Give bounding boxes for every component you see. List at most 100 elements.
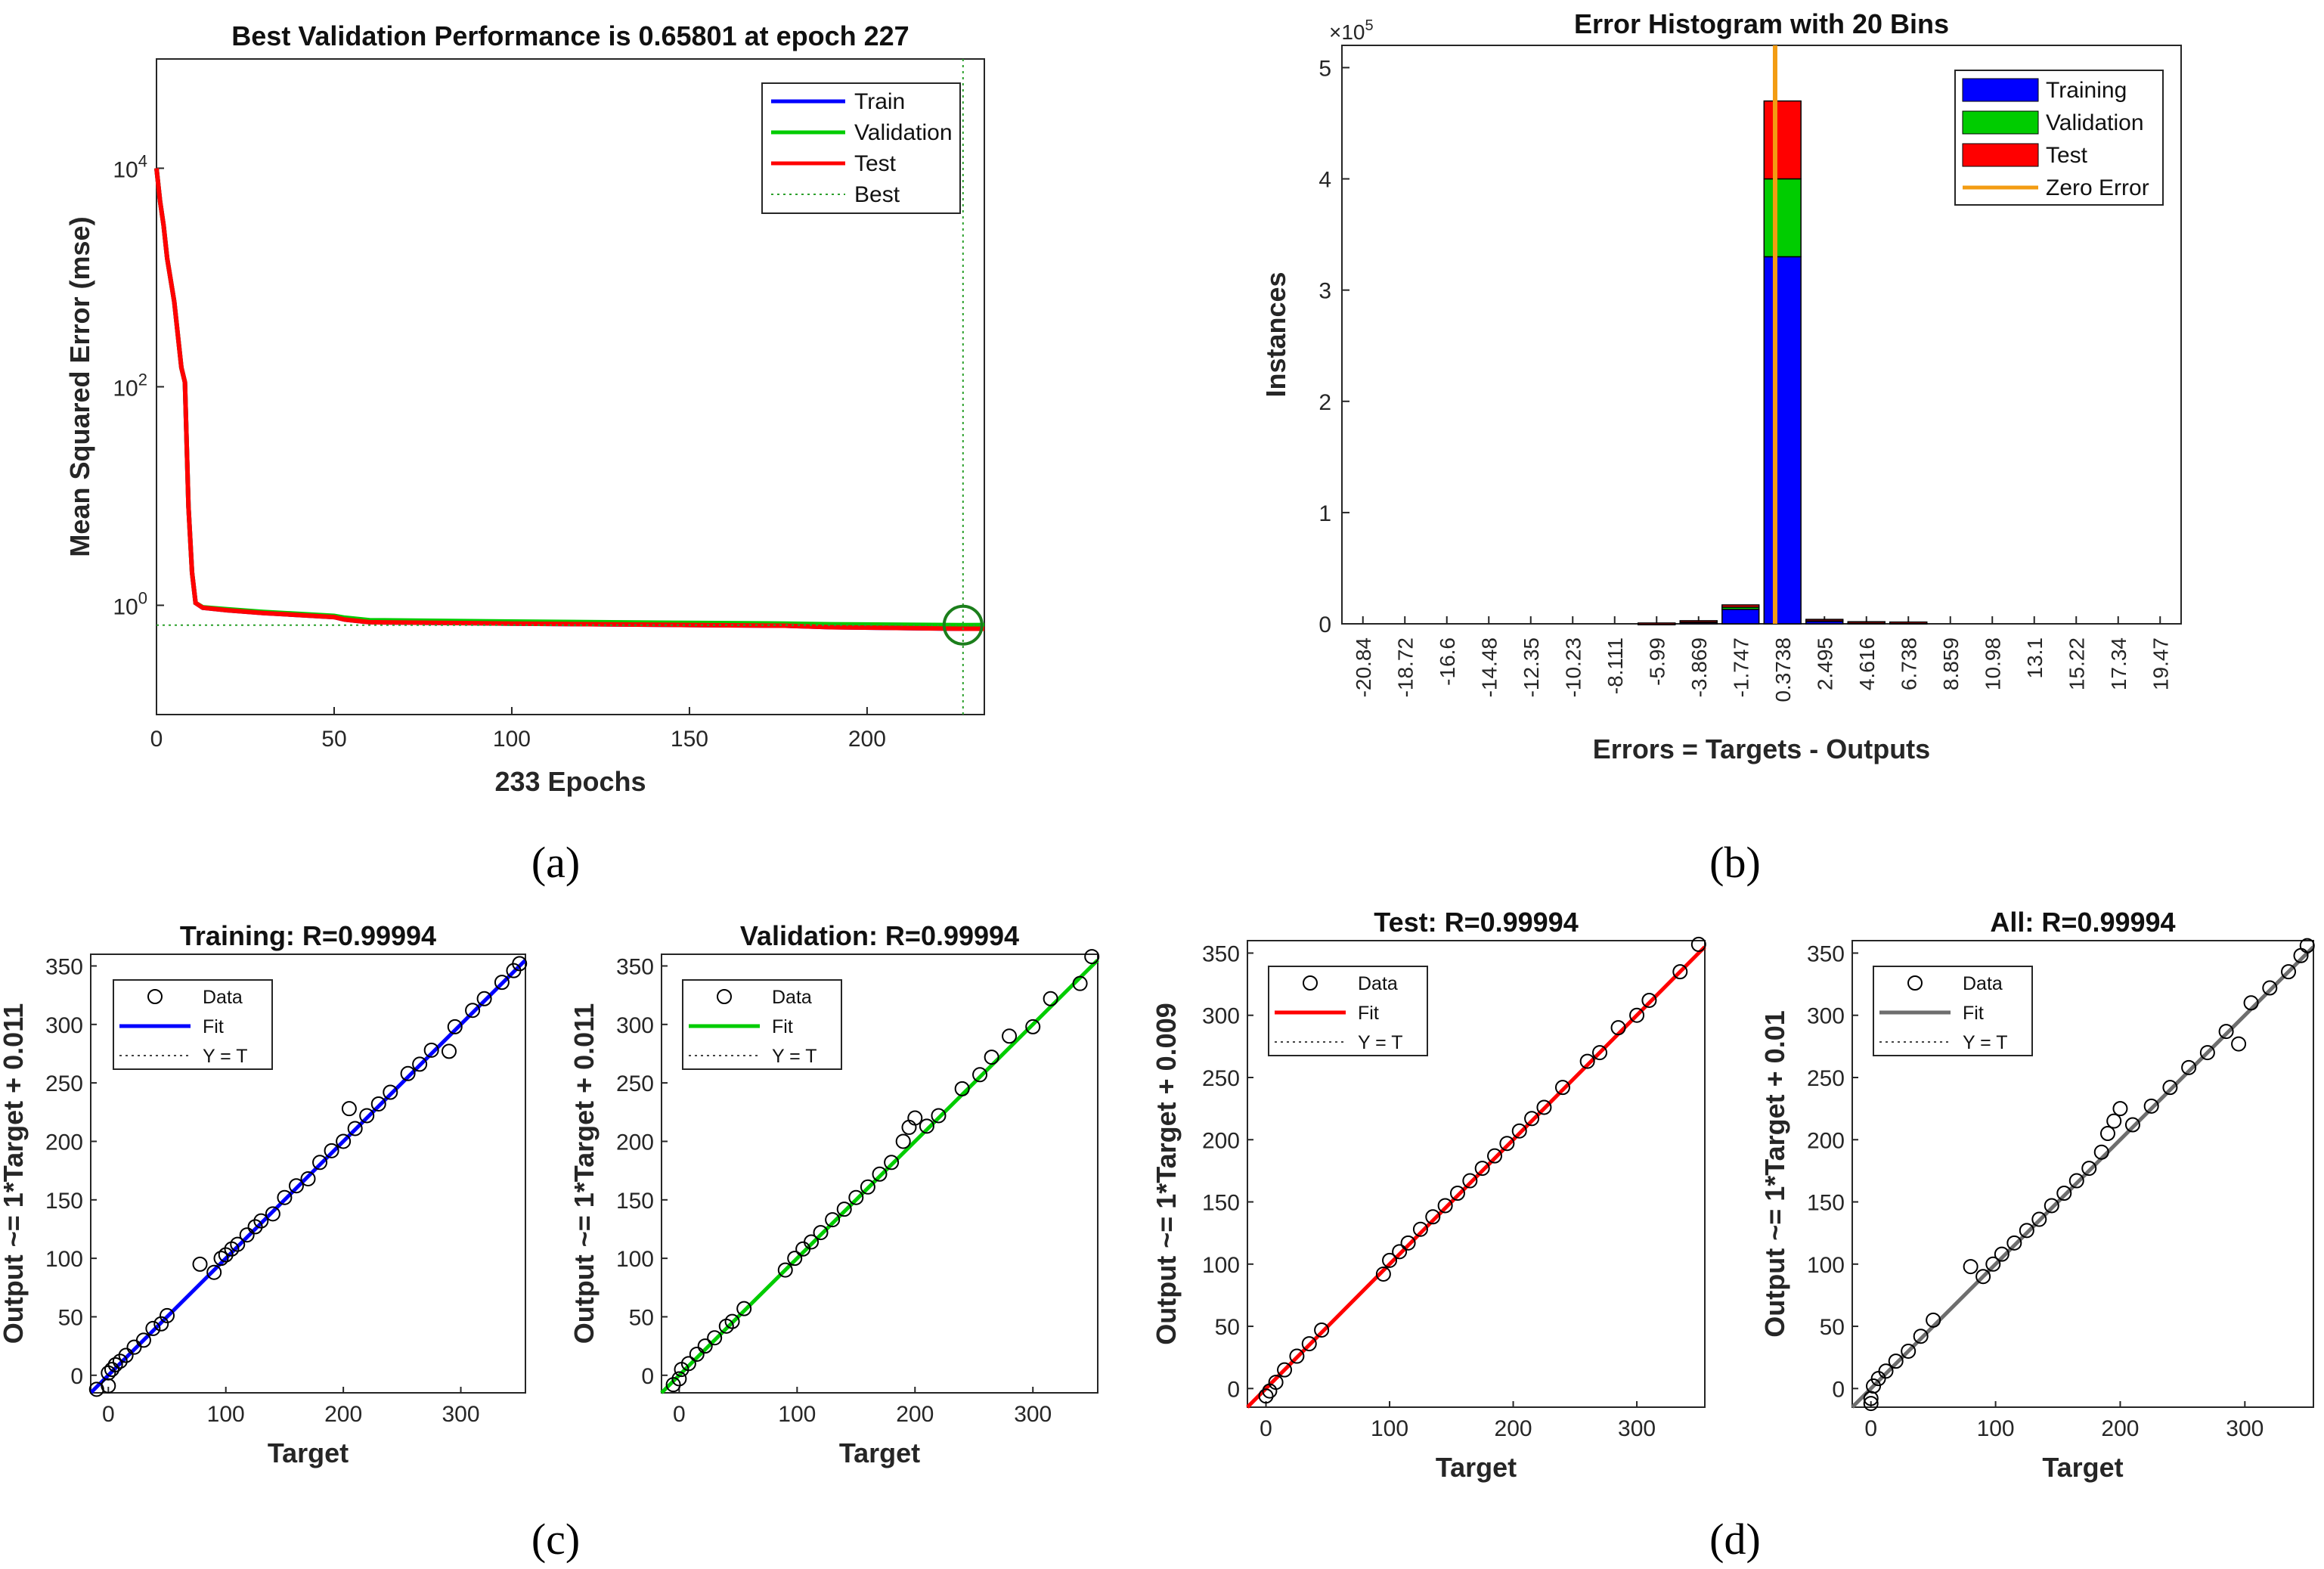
x-tick-label: 300	[2226, 1416, 2264, 1441]
legend-label-test: Test	[854, 151, 897, 176]
data-point	[412, 1056, 428, 1072]
data-point	[697, 1338, 713, 1354]
x-tick-label: 100	[493, 727, 531, 752]
legend-label-y-t: Y = T	[1963, 1032, 2008, 1053]
y-tick-label: 50	[58, 1305, 83, 1330]
y-tick-label: 300	[1807, 1004, 1845, 1029]
data-point	[494, 975, 510, 991]
data-point	[336, 1133, 352, 1149]
data-point	[2056, 1186, 2072, 1202]
legend-label-data: Data	[772, 987, 812, 1008]
data-point	[2112, 1101, 2128, 1117]
data-point	[1499, 1136, 1515, 1152]
data-point	[1926, 1312, 1941, 1328]
y-axis-label: Output ~= 1*Target + 0.011	[569, 1003, 600, 1344]
bar-test	[1889, 621, 1928, 625]
data-point	[836, 1202, 852, 1217]
y-tick-label: 300	[1202, 1004, 1240, 1029]
data-point	[230, 1236, 246, 1252]
data-point	[400, 1065, 416, 1081]
data-point	[2099, 1126, 2115, 1142]
validation-regression-chart: Validation: R=0.99994 0 100 200 300 0 50 100 150…	[569, 920, 1100, 1468]
legend-label-fit: Fit	[203, 1016, 224, 1037]
y-multiplier: ×105	[1329, 17, 1374, 44]
data-point	[213, 1251, 229, 1267]
y-tick-label: 4	[1318, 168, 1331, 193]
x-tick-label: 10.98	[1981, 637, 2004, 690]
x-axis-label: 233 Epochs	[494, 766, 646, 797]
y-tick-label: 50	[1820, 1315, 1845, 1340]
data-point	[919, 1118, 934, 1134]
data-point	[984, 1050, 999, 1065]
data-point	[848, 1189, 864, 1205]
y-tick-label: 300	[45, 1013, 83, 1038]
y-tick-label: 250	[1807, 1066, 1845, 1091]
panel-label-d: (d)	[1709, 1515, 1761, 1564]
data-point	[1866, 1378, 1882, 1394]
legend-label-train: Train	[854, 89, 905, 114]
data-point	[2243, 995, 2259, 1011]
performance-chart: Best Validation Performance is 0.65801 a…	[64, 20, 985, 797]
y-tick-label: 350	[45, 954, 83, 979]
data-point	[247, 1219, 263, 1235]
data-point	[135, 1332, 151, 1348]
data-point	[104, 1362, 119, 1378]
data-point	[1629, 1007, 1645, 1023]
x-tick-label: -10.23	[1561, 637, 1585, 697]
chart-title: All: R=0.99994	[1990, 907, 2175, 938]
legend-swatch-data	[1303, 975, 1318, 991]
legend-label-zero-error: Zero Error	[2046, 175, 2149, 200]
data-point	[707, 1330, 723, 1346]
data-point	[1913, 1329, 1929, 1344]
x-tick-label: 50	[321, 727, 346, 752]
data-point	[118, 1347, 134, 1363]
y-tick-label: 150	[1202, 1191, 1240, 1216]
data-point	[777, 1262, 793, 1278]
y-tick-label: 100	[113, 589, 147, 620]
y-tick-label: 200	[1807, 1128, 1845, 1153]
data-point	[265, 1206, 280, 1222]
data-point	[931, 1108, 947, 1124]
panel-label-b: (b)	[1709, 838, 1761, 887]
data-point	[153, 1316, 169, 1332]
x-tick-label: 6.738	[1897, 637, 1920, 690]
x-tick-label: -12.35	[1520, 637, 1543, 697]
data-point	[1985, 1256, 2001, 1272]
data-point	[347, 1121, 363, 1136]
data-point	[1258, 1388, 1274, 1404]
data-point	[1382, 1252, 1398, 1268]
data-point	[512, 956, 528, 972]
y-tick-label: 150	[1807, 1191, 1845, 1216]
x-tick-label: 200	[896, 1402, 934, 1427]
x-tick-label: 19.47	[2149, 637, 2172, 690]
y-tick-label: 0	[1318, 612, 1331, 637]
data-point	[1301, 1336, 1317, 1352]
data-point	[1536, 1099, 1552, 1115]
x-tick-label: 100	[778, 1402, 816, 1427]
data-point	[1412, 1221, 1428, 1237]
data-point	[324, 1143, 339, 1158]
legend-label-data: Data	[1963, 973, 2003, 994]
y-axis-label: Mean Squared Error (mse)	[64, 216, 95, 557]
chart-title: Validation: R=0.99994	[740, 920, 1019, 951]
data-point	[2006, 1235, 2022, 1251]
chart-title: Error Histogram with 20 Bins	[1574, 8, 1949, 39]
data-point	[1474, 1161, 1490, 1177]
error-histogram-chart: Error Histogram with 20 Bins ×105 0 1 2 3 4 5 In…	[1260, 8, 2182, 764]
x-tick-label: 0.3738	[1771, 637, 1795, 702]
best-marker	[942, 604, 984, 646]
legend-label-best: Best	[854, 182, 900, 207]
x-axis-label: Target	[2042, 1452, 2123, 1483]
bar-training	[1721, 609, 1760, 625]
data-point	[112, 1353, 128, 1369]
legend-swatch-data	[1907, 975, 1923, 991]
y-tick-label: 250	[45, 1071, 83, 1096]
data-point	[1084, 949, 1100, 965]
y-tick-label: 100	[1202, 1253, 1240, 1278]
x-tick-label: 4.616	[1855, 637, 1879, 690]
fit-line	[660, 958, 1099, 1394]
bar-test	[1679, 620, 1718, 623]
x-tick-label: 300	[1618, 1416, 1656, 1441]
y-tick-label: 1	[1318, 501, 1331, 526]
legend-box	[761, 82, 961, 214]
